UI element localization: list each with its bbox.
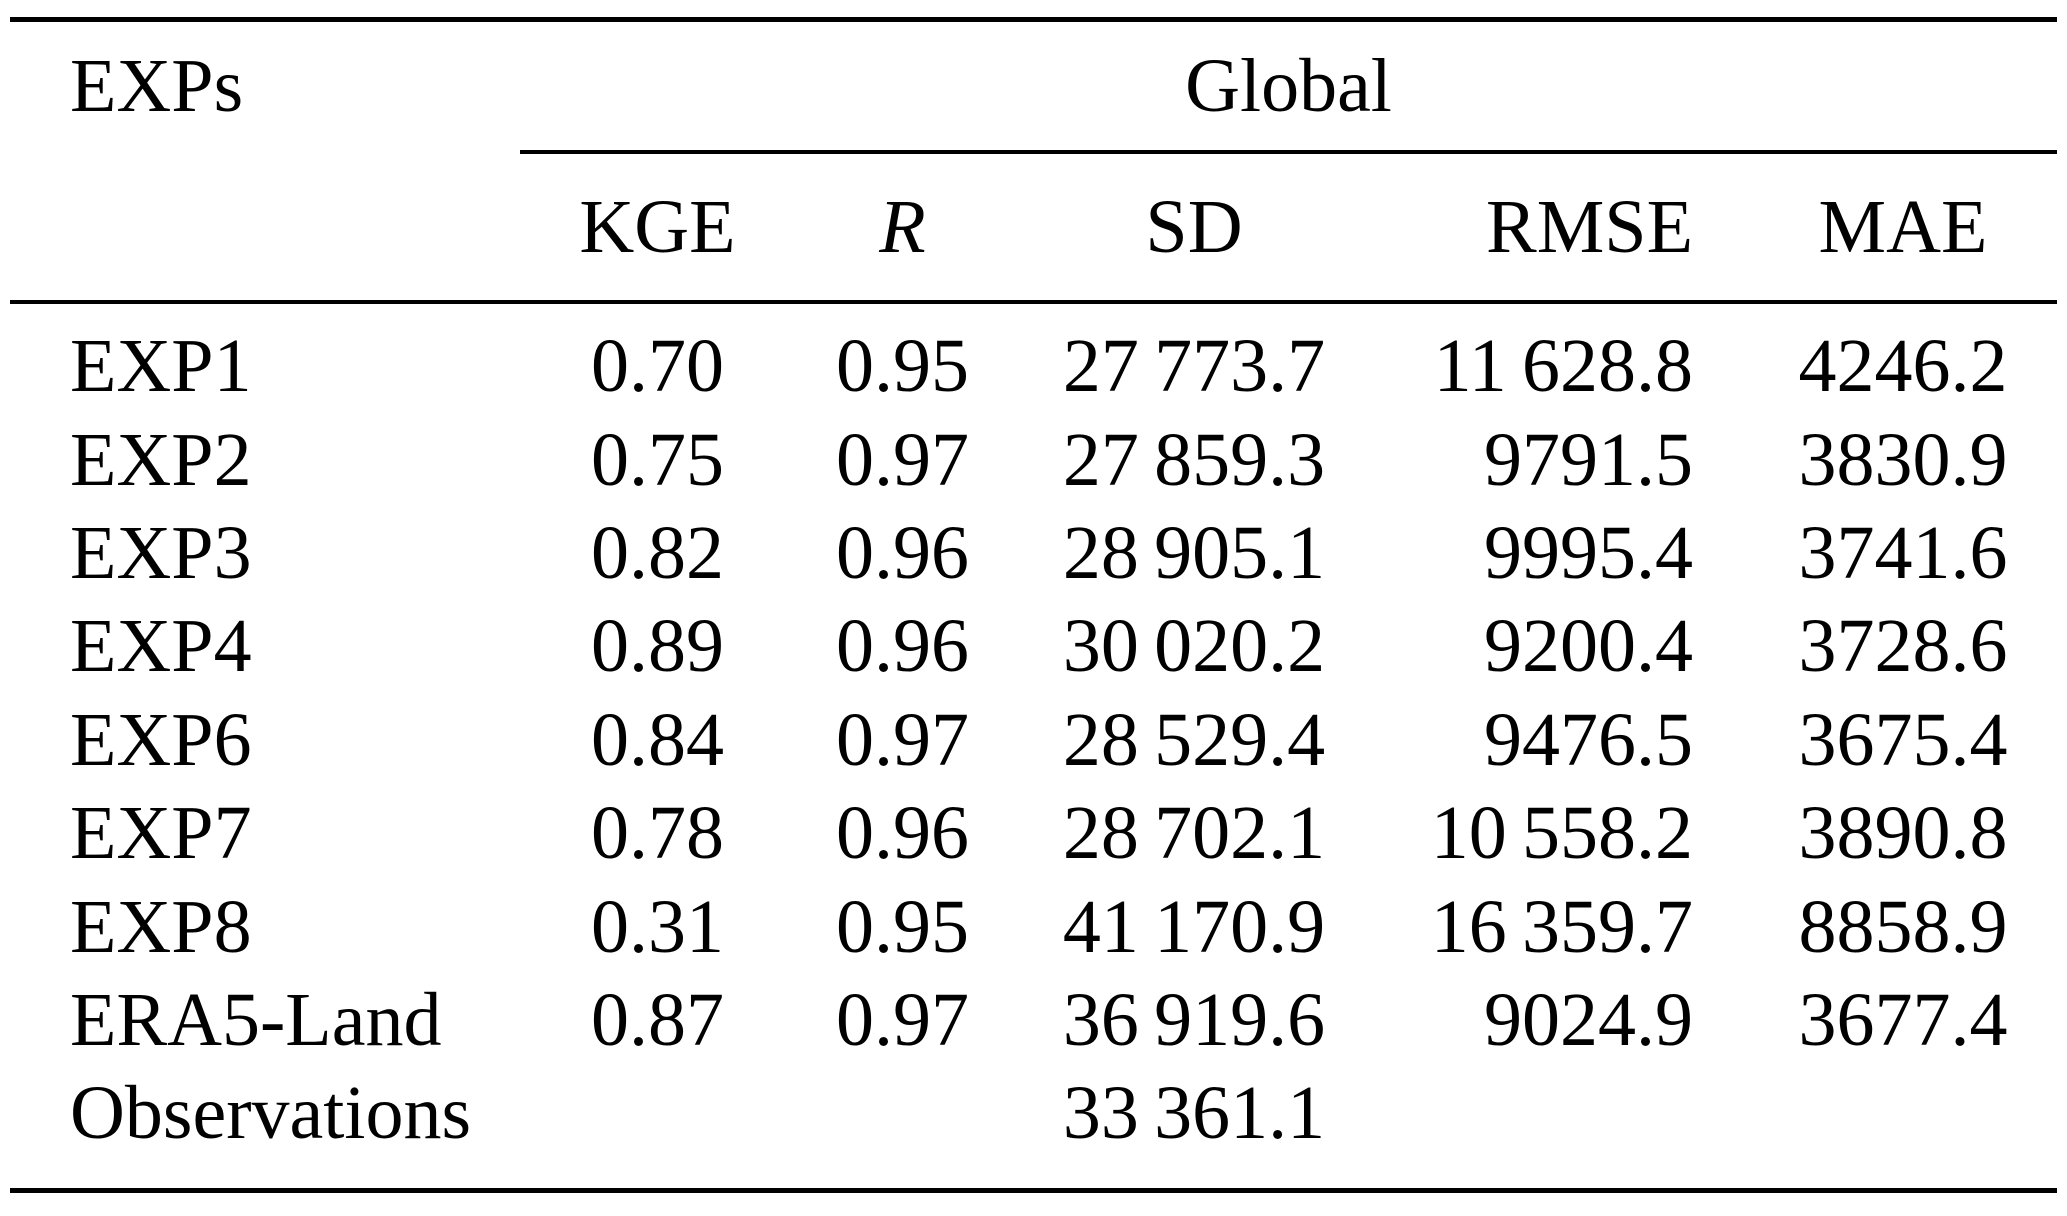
cell-r: 0.97 [795, 977, 1010, 1064]
cell-rmse: 11 628.8 [1348, 323, 1693, 410]
cell-r: 0.96 [795, 790, 1010, 877]
header-body-rule [10, 300, 2057, 304]
cell-r: 0.95 [795, 884, 1010, 971]
table-row-exp6: EXP6 0.84 0.97 28 529.4 9476.5 3675.4 [10, 694, 2057, 787]
column-header-mae: MAE [1693, 184, 2057, 271]
cell-sd: 28 702.1 [1010, 790, 1348, 877]
cell-kge: 0.75 [520, 417, 795, 504]
cell-rmse: 9995.4 [1348, 510, 1693, 597]
cell-r: 0.96 [795, 510, 1010, 597]
cell-kge: 0.89 [520, 603, 795, 690]
cell-rmse: 9791.5 [1348, 417, 1693, 504]
cell-r: 0.97 [795, 417, 1010, 504]
column-header-r: R [795, 184, 1010, 271]
column-header-rmse: RMSE [1348, 184, 1693, 271]
cell-sd: 30 020.2 [1010, 603, 1348, 690]
statistics-table: EXPs Global KGE R SD RMSE MAE EXP1 0.70 … [10, 17, 2057, 1193]
table-row-exp3: EXP3 0.82 0.96 28 905.1 9995.4 3741.6 [10, 507, 2057, 600]
cell-mae: 3741.6 [1693, 510, 2057, 597]
table-row-era5-land: ERA5-Land 0.87 0.97 36 919.6 9024.9 3677… [10, 974, 2057, 1067]
column-header-kge: KGE [520, 184, 795, 271]
cell-mae: 3728.6 [1693, 603, 2057, 690]
cell-mae: 3830.9 [1693, 417, 2057, 504]
cell-kge: 0.78 [520, 790, 795, 877]
table-row-exp8: EXP8 0.31 0.95 41 170.9 16 359.7 8858.9 [10, 880, 2057, 973]
cell-sd: 27 859.3 [1010, 417, 1348, 504]
cell-kge: 0.31 [520, 884, 795, 971]
cell-r: 0.97 [795, 697, 1010, 784]
cell-kge: 0.82 [520, 510, 795, 597]
cell-rmse: 9476.5 [1348, 697, 1693, 784]
table-row-exp4: EXP4 0.89 0.96 30 020.2 9200.4 3728.6 [10, 600, 2057, 693]
row-label: EXP1 [10, 323, 520, 410]
table-row-exp1: EXP1 0.70 0.95 27 773.7 11 628.8 4246.2 [10, 320, 2057, 413]
cell-rmse: 9024.9 [1348, 977, 1693, 1064]
cell-r: 0.96 [795, 603, 1010, 690]
cell-mae: 3677.4 [1693, 977, 2057, 1064]
row-label: EXP7 [10, 790, 520, 877]
cell-sd: 36 919.6 [1010, 977, 1348, 1064]
table-row-observations: Observations 33 361.1 [10, 1067, 2057, 1160]
row-label: EXP6 [10, 697, 520, 784]
corner-header-exps: EXPs [10, 43, 520, 130]
cell-r: 0.95 [795, 323, 1010, 410]
paper-page: EXPs Global KGE R SD RMSE MAE EXP1 0.70 … [0, 0, 2067, 1216]
cell-kge: 0.84 [520, 697, 795, 784]
column-header-sd: SD [1010, 184, 1348, 271]
cell-rmse: 10 558.2 [1348, 790, 1693, 877]
table-row-exp2: EXP2 0.75 0.97 27 859.3 9791.5 3830.9 [10, 413, 2057, 506]
table-row-exp7: EXP7 0.78 0.96 28 702.1 10 558.2 3890.8 [10, 787, 2057, 880]
cell-mae: 3675.4 [1693, 697, 2057, 784]
cell-sd: 27 773.7 [1010, 323, 1348, 410]
cell-sd: 28 529.4 [1010, 697, 1348, 784]
table-column-header-row: KGE R SD RMSE MAE [10, 154, 2057, 300]
row-label: EXP4 [10, 603, 520, 690]
group-header-global: Global [520, 43, 2057, 130]
cell-kge: 0.87 [520, 977, 795, 1064]
cell-kge: 0.70 [520, 323, 795, 410]
cell-rmse: 16 359.7 [1348, 884, 1693, 971]
bottom-gap [10, 1161, 2057, 1188]
cell-mae: 3890.8 [1693, 790, 2057, 877]
table-bottom-rule [10, 1188, 2057, 1193]
cell-mae: 4246.2 [1693, 323, 2057, 410]
table-header-group-row: EXPs Global [10, 22, 2057, 150]
cell-rmse: 9200.4 [1348, 603, 1693, 690]
row-label: ERA5-Land [10, 977, 520, 1064]
row-label: EXP8 [10, 884, 520, 971]
cell-sd: 28 905.1 [1010, 510, 1348, 597]
cell-sd: 41 170.9 [1010, 884, 1348, 971]
row-label: Observations [10, 1070, 520, 1157]
cell-sd: 33 361.1 [1010, 1070, 1348, 1157]
row-label: EXP3 [10, 510, 520, 597]
row-label: EXP2 [10, 417, 520, 504]
cell-mae: 8858.9 [1693, 884, 2057, 971]
